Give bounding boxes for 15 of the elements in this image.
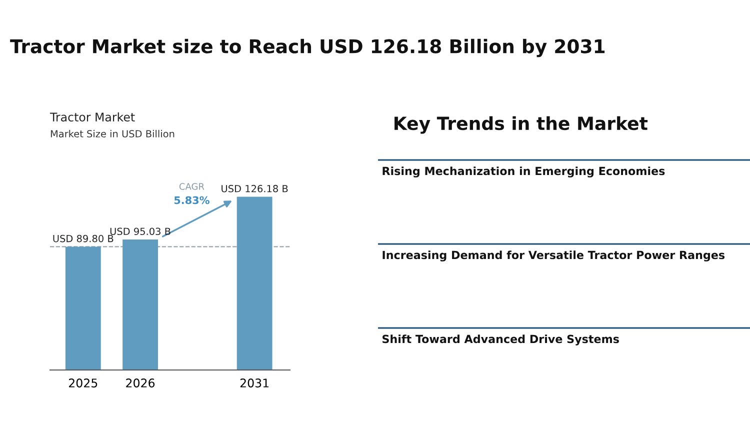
data-label: USD 95.03 B (110, 228, 170, 236)
text: Shift Toward Advanced Drive Systems (382, 334, 619, 346)
data-label: USD 89.80 B (53, 234, 114, 242)
text: Increasing Demand for Versatile Tractor Power Ranges (382, 250, 725, 262)
text: Tractor Market size to Reach USD 126.18 Billion by 2031 (10, 38, 605, 58)
text: Key Trends in the Market (394, 116, 648, 134)
x-tick-label: 2025 (68, 378, 98, 388)
x-tick-label: 2031 (240, 378, 269, 388)
chart-title: Tractor Market (50, 112, 135, 122)
data-label: USD 126.18 B (222, 184, 288, 192)
chart-subtitle: Market Size in USD Billion (50, 130, 174, 138)
text: Rising Mechanization in Emerging Economies (382, 166, 665, 178)
annotation: 5.83% (174, 196, 210, 204)
x-tick-label: 2026 (126, 378, 155, 388)
text: CAGR (179, 183, 204, 190)
